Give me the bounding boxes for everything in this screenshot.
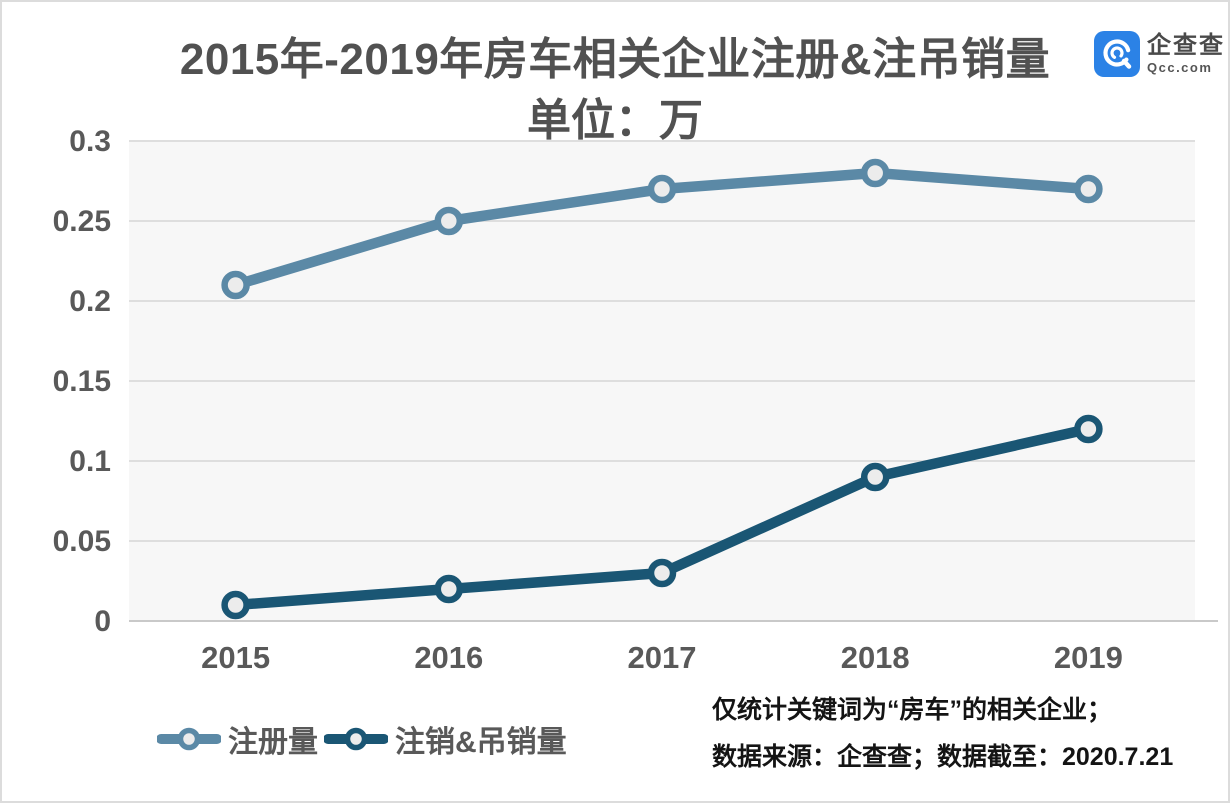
legend-marker <box>157 727 221 751</box>
legend-label: 注册量 <box>228 726 318 759</box>
legend-item-0: 注册量 <box>157 717 318 761</box>
data-point-marker <box>647 558 677 588</box>
data-point-marker <box>221 590 250 620</box>
y-tick-label: 0.15 <box>53 365 111 398</box>
y-tick-label: 0.3 <box>69 125 111 158</box>
data-point-marker <box>1074 174 1103 204</box>
legend-item-1: 注销&吊销量 <box>324 717 567 761</box>
y-tick-label: 0.2 <box>69 285 111 318</box>
footnotes: 仅统计关键词为“房车”的相关企业； 数据来源：企查查；数据截至：2020.7.2… <box>712 687 1173 781</box>
qcc-logo-icon <box>1094 31 1140 77</box>
data-point-marker <box>647 174 677 204</box>
data-point-marker <box>860 158 890 188</box>
footnote-line-1: 仅统计关键词为“房车”的相关企业； <box>712 696 1113 724</box>
y-tick-label: 0.25 <box>53 205 111 238</box>
data-point-marker <box>434 574 464 604</box>
qcc-logo: 企查查 Qcc.com <box>1094 31 1225 77</box>
y-tick-label: 0.05 <box>53 525 111 558</box>
data-point-marker <box>1074 414 1103 444</box>
footnote-line-2: 数据来源：企查查；数据截至：2020.7.21 <box>712 743 1174 771</box>
data-point-marker <box>434 206 464 236</box>
chart-subtitle: 单位：万 <box>527 96 703 145</box>
qcc-logo-domain: Qcc.com <box>1147 60 1213 75</box>
data-point-marker <box>221 270 250 300</box>
x-tick-label: 2017 <box>628 640 697 675</box>
x-tick-label: 2018 <box>841 640 910 675</box>
x-tick-label: 2019 <box>1054 640 1123 675</box>
data-point-marker <box>860 462 890 492</box>
legend-marker <box>324 727 388 751</box>
y-tick-label: 0.1 <box>69 445 111 478</box>
chart-title: 2015年-2019年房车相关企业注册&注吊销量 <box>179 35 1051 84</box>
legend: 注册量 注销&吊销量 <box>157 716 573 762</box>
x-tick-label: 2016 <box>414 640 483 675</box>
y-tick-label: 0 <box>94 605 111 638</box>
qcc-logo-name: 企查查 <box>1147 32 1225 59</box>
x-tick-label: 2015 <box>201 640 270 675</box>
legend-label: 注销&吊销量 <box>395 726 567 759</box>
